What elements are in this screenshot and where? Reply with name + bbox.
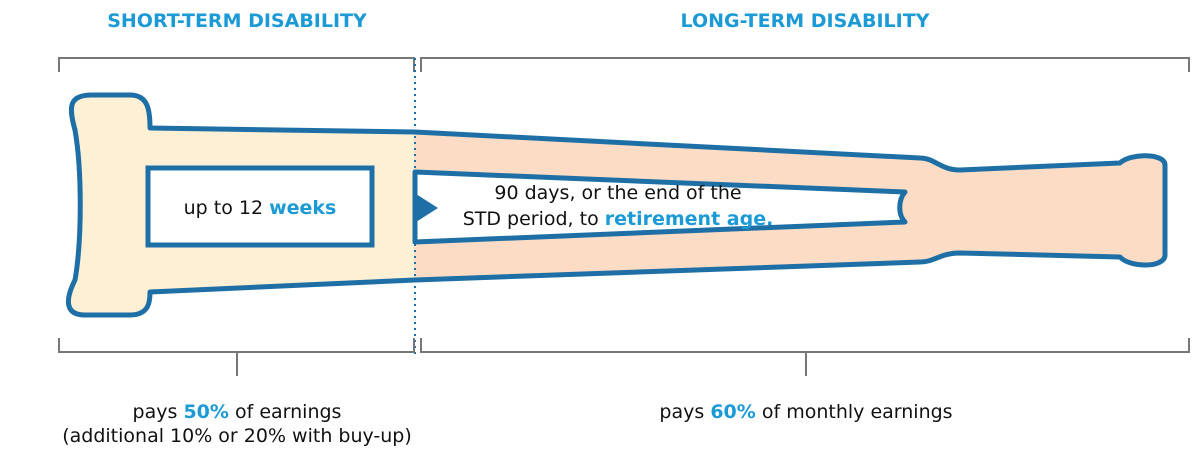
diagram: SHORT-TERM DISABILITY LONG-TERM DISABILI… xyxy=(0,0,1195,450)
text: pays xyxy=(133,401,178,423)
text: of monthly earnings xyxy=(762,401,953,423)
highlight: 60% xyxy=(710,401,755,423)
ltd-duration: 90 days, or the end of the xyxy=(494,182,741,204)
text: STD period, to xyxy=(463,208,599,230)
bottom-bracket xyxy=(59,338,414,376)
std-duration: up to 12 weeks xyxy=(184,197,337,219)
ltd-duration: STD period, to retirement age. xyxy=(463,208,774,230)
text: of earnings xyxy=(235,401,342,423)
bottom-bracket xyxy=(421,338,1189,376)
text: up to 12 xyxy=(184,197,263,219)
text: pays xyxy=(659,401,704,423)
highlight: retirement age. xyxy=(605,208,774,230)
std-note: (additional 10% or 20% with buy-up) xyxy=(62,425,412,447)
ltd-heading: LONG-TERM DISABILITY xyxy=(681,10,930,32)
highlight: weeks xyxy=(269,197,336,219)
highlight: 50% xyxy=(183,401,228,423)
std-heading: SHORT-TERM DISABILITY xyxy=(107,10,367,32)
top-bracket xyxy=(59,58,414,72)
ltd-payment: pays 60% of monthly earnings xyxy=(659,401,952,423)
top-bracket xyxy=(421,58,1189,72)
std-payment: pays 50% of earnings xyxy=(133,401,342,423)
